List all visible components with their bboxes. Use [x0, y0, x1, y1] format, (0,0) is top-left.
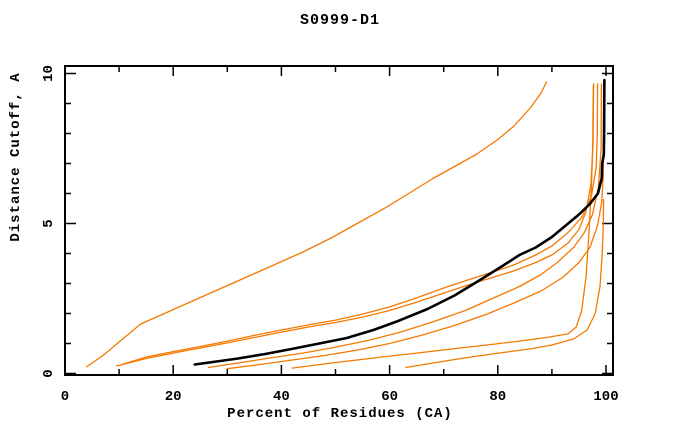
plot-title: S0999-D1	[299, 12, 380, 29]
series-model-1	[85, 81, 548, 368]
series-model-7	[405, 198, 605, 369]
series-model-2	[115, 83, 595, 367]
x-tick-label: 20	[165, 389, 182, 405]
series-highlighted-model	[193, 78, 606, 366]
x-tick-label: 0	[61, 389, 69, 405]
y-tick-label: 5	[41, 219, 57, 227]
y-tick-label: 10	[41, 65, 57, 82]
y-axis-label: Distance Cutoff, A	[8, 72, 24, 242]
x-tick-label: 100	[593, 389, 618, 405]
x-tick-label: 40	[273, 389, 290, 405]
x-tick-label: 80	[489, 389, 506, 405]
series-model-4	[207, 83, 603, 369]
series-model-3	[121, 83, 599, 366]
series-model-5	[226, 81, 605, 370]
x-axis-label: Percent of Residues (CA)	[227, 406, 453, 422]
x-tick-label: 60	[381, 389, 398, 405]
plot-frame	[64, 65, 614, 376]
y-tick-label: 0	[41, 369, 57, 377]
series-model-6	[291, 84, 594, 369]
